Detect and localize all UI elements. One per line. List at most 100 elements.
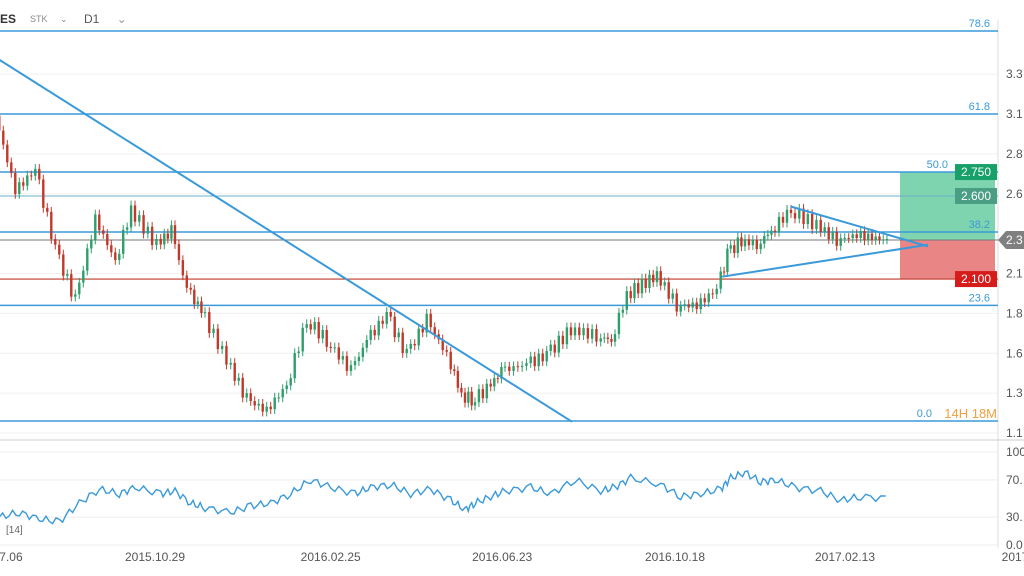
candle-body: [629, 291, 632, 299]
candle-body: [533, 356, 536, 367]
candle-body: [493, 378, 496, 387]
fib-label: 78.6: [969, 18, 990, 30]
x-tick-label: 2016.02.25: [301, 550, 361, 564]
candle-body: [867, 233, 870, 241]
candle-body: [481, 389, 485, 399]
candle-body: [699, 298, 702, 310]
candle-body: [793, 213, 797, 219]
y-tick-label: 2.1: [1006, 267, 1023, 281]
candle-body: [453, 369, 456, 371]
x-tick-label: 2016.10.18: [645, 550, 705, 564]
candle-body: [722, 271, 726, 273]
candle-body: [819, 219, 822, 233]
candle-body: [740, 237, 743, 247]
candle-body: [345, 356, 349, 371]
candle-body: [655, 271, 659, 283]
candle-body: [86, 248, 89, 271]
candle-body: [569, 327, 573, 336]
candle-body: [508, 366, 511, 371]
candle-body: [882, 239, 885, 241]
candle-body: [203, 312, 207, 314]
candle-body: [859, 231, 862, 238]
candle-body: [843, 237, 846, 239]
candle-body: [703, 298, 706, 303]
candle-body: [110, 245, 113, 253]
candle-body: [747, 239, 751, 246]
type-label: STK: [30, 14, 48, 24]
candle-body: [14, 172, 17, 194]
candle-body: [425, 313, 428, 333]
x-tick-label: 2016.06.23: [472, 550, 532, 564]
candle-body: [181, 260, 185, 276]
y-tick-label: 1.1: [1006, 426, 1023, 440]
chevron-down-icon: ⌄: [116, 12, 127, 26]
candle-body: [62, 254, 65, 276]
candle-body: [397, 332, 400, 338]
candle-body: [289, 378, 292, 386]
x-tick-label: 7.06: [0, 550, 23, 564]
candle-body: [365, 339, 368, 348]
candle-body: [874, 236, 877, 241]
candle-body: [470, 391, 473, 406]
candle-body: [460, 387, 463, 393]
candle-body: [473, 402, 477, 406]
candle-body: [129, 205, 133, 228]
rsi-tick-label: 100: [1006, 445, 1024, 459]
candle-body: [349, 365, 353, 371]
type-selector[interactable]: STK ⌄: [30, 14, 68, 25]
candle-body: [417, 328, 420, 346]
candle-body: [409, 343, 412, 349]
candle-body: [163, 233, 166, 245]
candle-body: [269, 406, 272, 410]
timeframe-selector[interactable]: D1 ⌄: [84, 12, 127, 26]
bar-timer: 14H 18M: [944, 406, 997, 421]
candle-body: [637, 283, 640, 294]
fib-label: 50.0: [927, 159, 948, 171]
candle-body: [755, 239, 758, 250]
candle-body: [118, 253, 121, 260]
candle-body: [885, 239, 889, 241]
candle-body: [305, 324, 308, 328]
rsi-tick-label: 70.: [1006, 473, 1023, 487]
trendline: [0, 59, 573, 423]
candle-body: [503, 366, 507, 368]
trendline: [721, 243, 929, 278]
x-tick-label: 2017.02.13: [815, 550, 875, 564]
candle-body: [281, 389, 284, 398]
candle-body: [743, 239, 747, 247]
candle-body: [381, 320, 384, 324]
candle-body: [599, 338, 602, 342]
candle-body: [835, 231, 838, 246]
candle-body: [212, 328, 215, 334]
candle-body: [173, 225, 177, 245]
candle-body: [285, 385, 288, 390]
candle-body: [644, 278, 647, 288]
take-profit-label-bg: [955, 164, 997, 181]
candle-body: [74, 294, 77, 297]
candle-body: [586, 328, 590, 339]
candle-body: [46, 207, 49, 212]
candle-body: [719, 271, 722, 289]
candle-body: [525, 363, 528, 366]
candle-body: [520, 365, 524, 368]
candle-body: [341, 356, 345, 360]
candle-body: [640, 278, 644, 294]
x-tick-label: 2015.10.29: [125, 550, 185, 564]
y-tick-label: 3.1: [1006, 107, 1023, 121]
candle-body: [625, 291, 628, 310]
candle-body: [827, 227, 830, 240]
candle-body: [138, 215, 141, 222]
candle-body: [766, 234, 770, 236]
candle-body: [220, 345, 224, 350]
candle-body: [146, 226, 150, 234]
candle-body: [815, 219, 818, 230]
candle-body: [557, 335, 561, 353]
candle-body: [785, 209, 789, 223]
candle-body: [659, 271, 662, 286]
candle-body: [277, 397, 280, 399]
candle-body: [389, 311, 392, 317]
candle-body: [545, 350, 548, 362]
candle-body: [603, 337, 606, 339]
candle-body: [373, 329, 376, 336]
